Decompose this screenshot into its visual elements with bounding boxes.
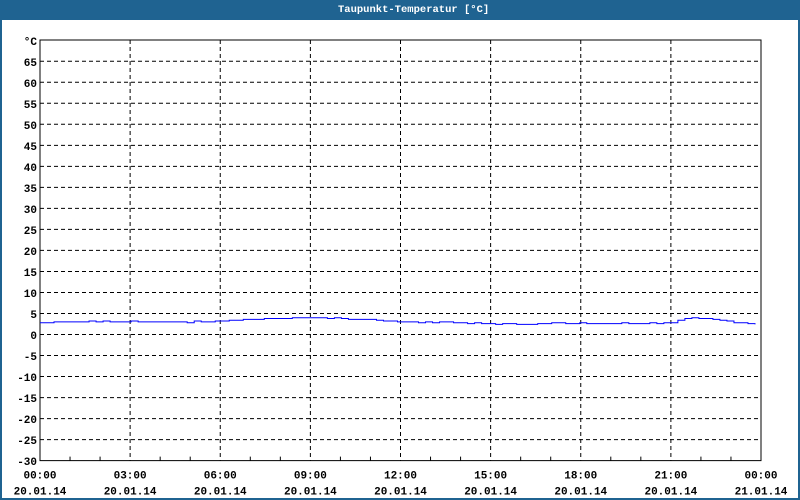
svg-text:00:00: 00:00: [23, 471, 56, 483]
svg-text:20.01.14: 20.01.14: [554, 487, 607, 499]
svg-text:60: 60: [24, 79, 37, 91]
svg-text:12:00: 12:00: [384, 471, 417, 483]
svg-text:5: 5: [30, 310, 37, 322]
svg-text:20.01.14: 20.01.14: [14, 487, 67, 499]
svg-text:30: 30: [24, 205, 37, 217]
svg-text:21:00: 21:00: [654, 471, 687, 483]
svg-text:20.01.14: 20.01.14: [464, 487, 517, 499]
svg-text:-15: -15: [17, 394, 37, 406]
svg-text:-30: -30: [17, 457, 37, 469]
svg-text:09:00: 09:00: [294, 471, 327, 483]
svg-text:35: 35: [24, 184, 38, 196]
svg-text:-5: -5: [24, 352, 38, 364]
svg-text:20.01.14: 20.01.14: [374, 487, 427, 499]
svg-text:-10: -10: [17, 373, 37, 385]
svg-text:50: 50: [24, 121, 37, 133]
svg-text:21.01.14: 21.01.14: [735, 487, 788, 499]
svg-text:15:00: 15:00: [474, 471, 507, 483]
svg-text:0: 0: [30, 331, 37, 343]
svg-text:-25: -25: [17, 436, 37, 448]
svg-text:18:00: 18:00: [564, 471, 597, 483]
svg-text:15: 15: [24, 268, 38, 280]
svg-text:65: 65: [24, 58, 38, 70]
svg-text:10: 10: [24, 289, 37, 301]
svg-text:20: 20: [24, 247, 37, 259]
svg-text:°C: °C: [24, 37, 38, 49]
svg-text:55: 55: [24, 100, 38, 112]
svg-text:25: 25: [24, 226, 38, 238]
svg-text:45: 45: [24, 142, 38, 154]
svg-text:03:00: 03:00: [114, 471, 147, 483]
svg-text:06:00: 06:00: [204, 471, 237, 483]
svg-text:20.01.14: 20.01.14: [284, 487, 337, 499]
svg-text:00:00: 00:00: [744, 471, 777, 483]
svg-text:20.01.14: 20.01.14: [104, 487, 157, 499]
svg-text:20.01.14: 20.01.14: [194, 487, 247, 499]
svg-text:20.01.14: 20.01.14: [644, 487, 697, 499]
svg-text:-20: -20: [17, 415, 37, 427]
svg-text:40: 40: [24, 163, 37, 175]
